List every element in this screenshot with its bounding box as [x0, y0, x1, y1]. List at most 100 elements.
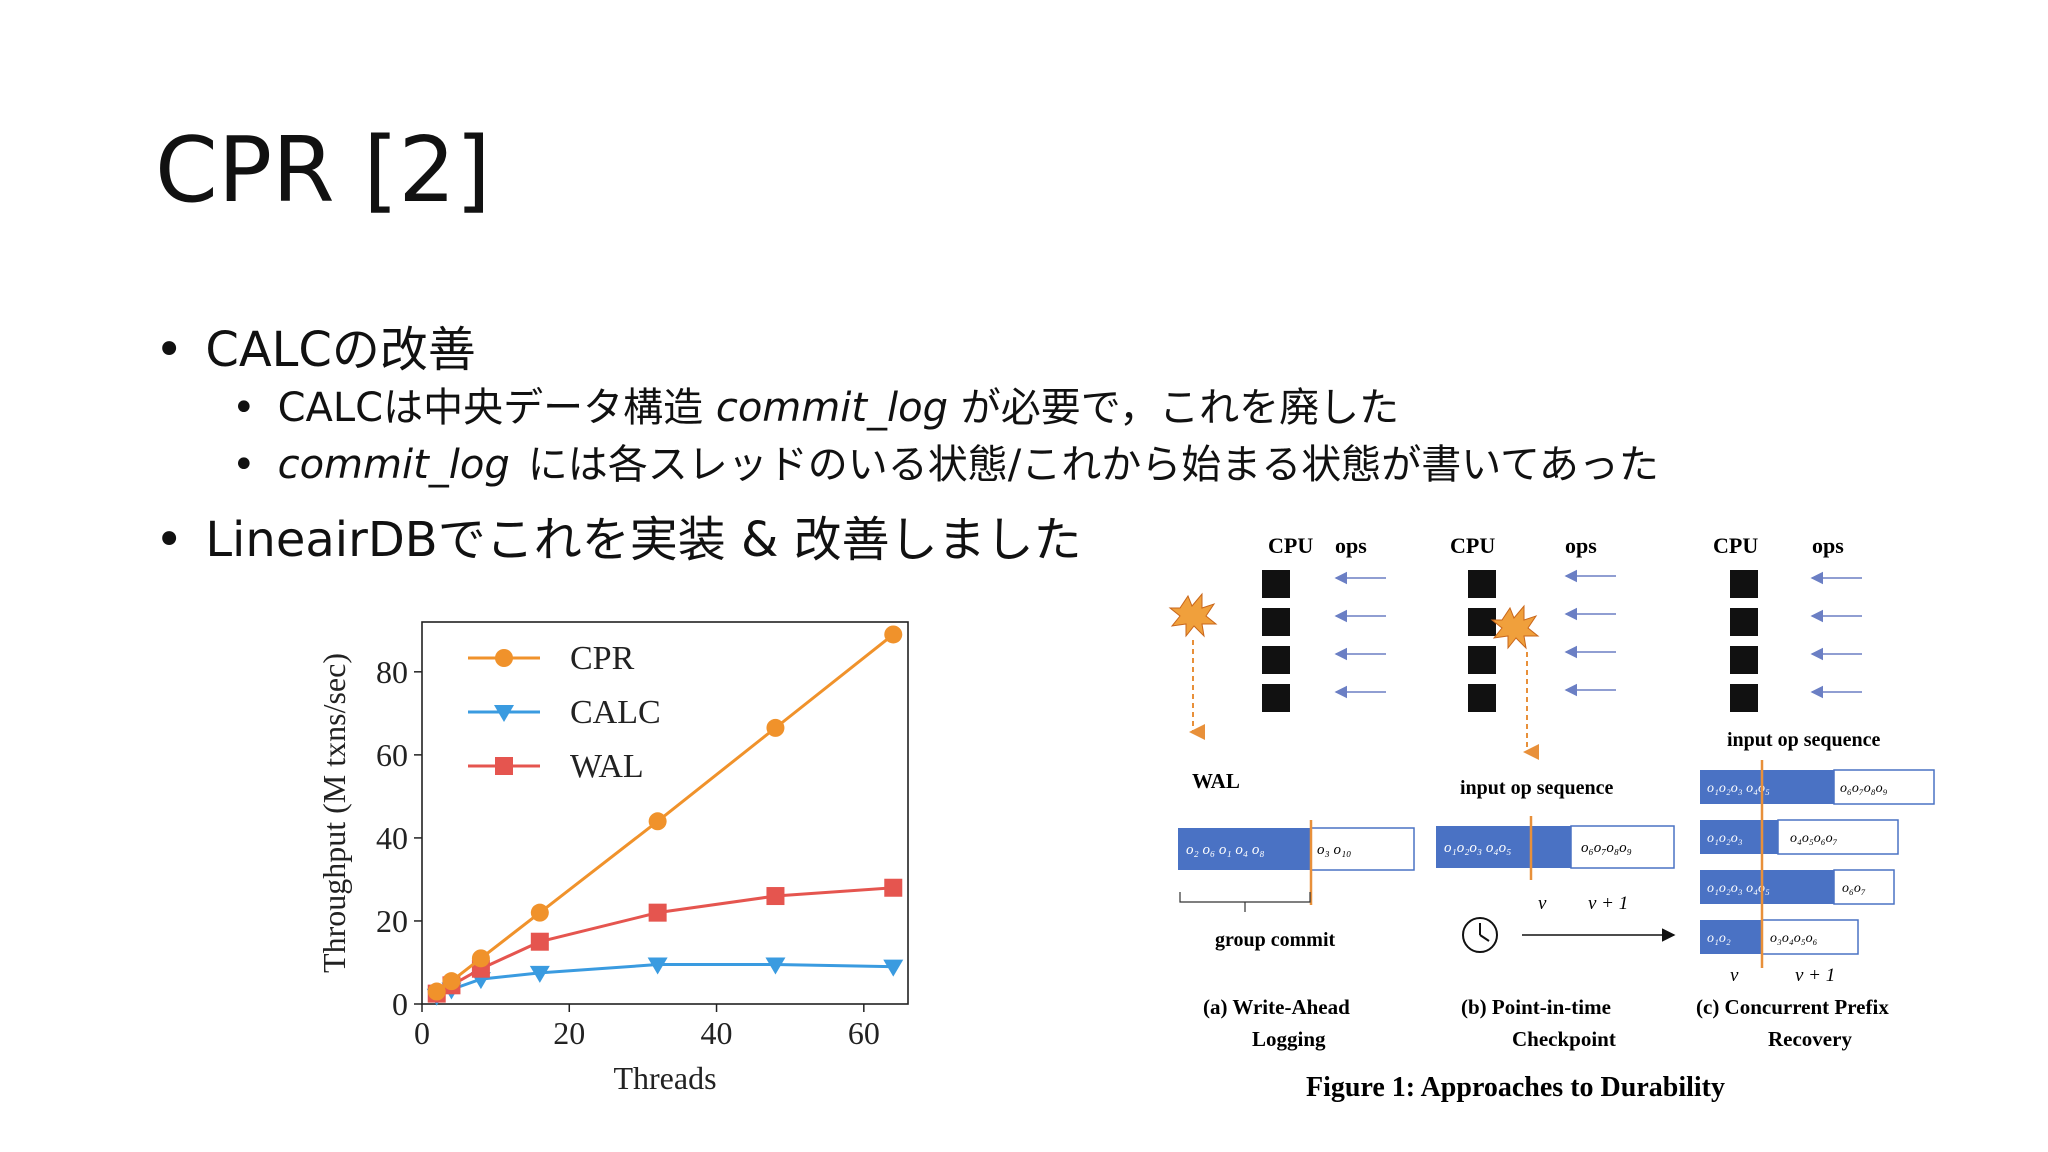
x-tick-label: 0	[414, 1015, 430, 1051]
cpu-label-b: CPU	[1450, 533, 1495, 558]
data-point-wal	[530, 932, 549, 951]
wal-pending-block	[1310, 827, 1415, 871]
data-point-wal	[766, 887, 785, 906]
svg-text:o₁o₂: o₁o₂	[1707, 931, 1731, 946]
c-row-1: o₁o₂o₃ o₄o₅ o₆o₇o₈o₉	[1700, 769, 1935, 805]
data-point-calc	[647, 957, 668, 975]
cpu-label-c: CPU	[1713, 533, 1758, 558]
x-tick-label: 40	[701, 1015, 733, 1051]
panel-b-caption-1: (b) Point-in-time	[1461, 995, 1611, 1019]
panel-a-caption-1: (a) Write-Ahead	[1203, 995, 1350, 1019]
y-tick-label: 40	[376, 820, 408, 856]
data-point-cpr	[530, 903, 549, 922]
bullet-dot: •	[232, 442, 256, 488]
bullet-1-1: • CALCは中央データ構造 commit_log が必要で，これを廃した	[232, 375, 1399, 433]
wal-committed-block	[1178, 828, 1311, 870]
svg-text:o₁o₂o₃ o₄o₅: o₁o₂o₃ o₄o₅	[1707, 781, 1770, 796]
svg-text:o₁o₂o₃: o₁o₂o₃	[1707, 831, 1743, 846]
group-commit-label: group commit	[1215, 929, 1336, 951]
data-point-cpr	[427, 982, 446, 1001]
svg-text:o₆o₇o₈o₉: o₆o₇o₈o₉	[1840, 781, 1888, 796]
c-row-3: o₁o₂o₃ o₄o₅ o₆o₇	[1700, 869, 1895, 905]
x-axis-label: Threads	[613, 1060, 716, 1096]
ops-arrows	[1334, 569, 1862, 699]
c-row-4: o₁o₂ o₃o₄o₅o₆	[1700, 919, 1859, 955]
panel-c-caption-2: Recovery	[1768, 1027, 1852, 1051]
bullet-1-text: CALCの改善	[205, 322, 476, 378]
bullet-1-2-em: commit_log	[277, 442, 510, 488]
x-tick-label: 20	[553, 1015, 585, 1051]
bullet-2-text: LineairDBでこれを実装 & 改善しました	[205, 512, 1082, 568]
legend-marker-wal	[495, 757, 513, 775]
wal-right-ops: o₃ o₁₀	[1317, 842, 1351, 858]
panel-b-caption-2: Checkpoint	[1512, 1027, 1616, 1051]
bullet-1-2-post: には各スレッドのいる状態/これから始まる状態が書いてあった	[527, 442, 1659, 488]
group-commit-brace	[1179, 892, 1311, 912]
b-left-ops: o₁o₂o₃ o₄o₅	[1444, 840, 1511, 856]
figure-svg: CPU ops CPU ops CPU ops	[1168, 533, 1935, 1103]
ops-label-b: ops	[1565, 533, 1597, 558]
slide-title: CPR [2]	[155, 118, 491, 223]
data-point-cpr	[884, 625, 903, 644]
data-point-calc	[883, 959, 904, 977]
c-v1-label: v + 1	[1795, 965, 1835, 986]
b-v-label: v	[1538, 893, 1547, 914]
bullet-dot: •	[232, 385, 256, 431]
burst-icon-a	[1168, 592, 1218, 638]
data-point-wal	[648, 903, 667, 922]
legend-label-wal: WAL	[570, 748, 644, 785]
legend-marker-calc	[494, 705, 514, 722]
data-point-calc	[529, 965, 550, 983]
ops-label-a: ops	[1335, 533, 1367, 558]
bullet-1-1-em: commit_log	[715, 385, 948, 431]
cpu-label-a: CPU	[1268, 533, 1313, 558]
bullet-2: • LineairDBでこれを実装 & 改善しました	[155, 500, 1082, 570]
cpu-chips-a	[1262, 570, 1290, 712]
bullet-1-2: • commit_log には各スレッドのいる状態/これから始まる状態が書いてあった	[232, 432, 1659, 490]
bullet-1-1-post: が必要で，これを廃した	[948, 385, 1400, 431]
legend-marker-cpr	[495, 649, 513, 667]
y-axis-label: Throughput (M txns/sec)	[316, 653, 352, 973]
clock-icon	[1462, 917, 1498, 953]
b-input-label: input op sequence	[1460, 777, 1613, 799]
x-tick-label: 60	[848, 1015, 880, 1051]
y-tick-label: 0	[392, 986, 408, 1022]
data-point-cpr	[766, 718, 785, 737]
bullet-1: • CALCの改善	[155, 310, 476, 380]
throughput-chart: 0 20 40 60 0 20 40 60 80 Threads Throughput (M txn…	[310, 600, 930, 1120]
svg-text:o₃o₄o₅o₆: o₃o₄o₅o₆	[1770, 931, 1818, 946]
panel-a-caption-2: Logging	[1252, 1027, 1326, 1051]
b-pending-block	[1570, 825, 1675, 869]
svg-text:o₄o₅o₆o₇: o₄o₅o₆o₇	[1790, 831, 1838, 846]
burst-icon-b	[1490, 604, 1540, 650]
durability-figure: CPU ops CPU ops CPU ops	[1150, 520, 2000, 1130]
c-row-2: o₁o₂o₃ o₄o₅o₆o₇	[1700, 819, 1899, 855]
panel-c-caption-1: (c) Concurrent Prefix	[1696, 995, 1889, 1019]
wal-label: WAL	[1192, 769, 1240, 793]
wal-left-ops: o₂ o₆ o₁ o₄ o₈	[1186, 842, 1265, 858]
svg-text:o₁o₂o₃ o₄o₅: o₁o₂o₃ o₄o₅	[1707, 881, 1770, 896]
c-v-label: v	[1730, 965, 1739, 986]
legend-label-calc: CALC	[570, 694, 661, 731]
bullet-dot: •	[155, 512, 184, 568]
b-right-ops: o₆o₇o₈o₉	[1581, 840, 1632, 856]
cpu-chips-c	[1730, 570, 1758, 712]
bullet-1-1-pre: CALCは中央データ構造	[277, 385, 716, 431]
c-input-label: input op sequence	[1727, 729, 1880, 751]
y-tick-label: 60	[376, 737, 408, 773]
y-tick-label: 20	[376, 903, 408, 939]
data-point-cpr	[471, 949, 490, 968]
bullet-dot: •	[155, 322, 184, 378]
b-v1-label: v + 1	[1588, 893, 1628, 914]
data-point-wal	[884, 878, 903, 897]
data-point-calc	[765, 957, 786, 975]
cpu-chips-b	[1468, 570, 1496, 712]
ops-label-c: ops	[1812, 533, 1844, 558]
data-point-cpr	[648, 812, 667, 831]
b-committed-block	[1436, 826, 1571, 868]
data-point-cpr	[442, 972, 461, 991]
legend-label-cpr: CPR	[570, 640, 635, 677]
svg-text:o₆o₇: o₆o₇	[1842, 881, 1866, 896]
chart-svg: 0 20 40 60 0 20 40 60 80 Threads Throughput (M txn…	[316, 621, 909, 1096]
